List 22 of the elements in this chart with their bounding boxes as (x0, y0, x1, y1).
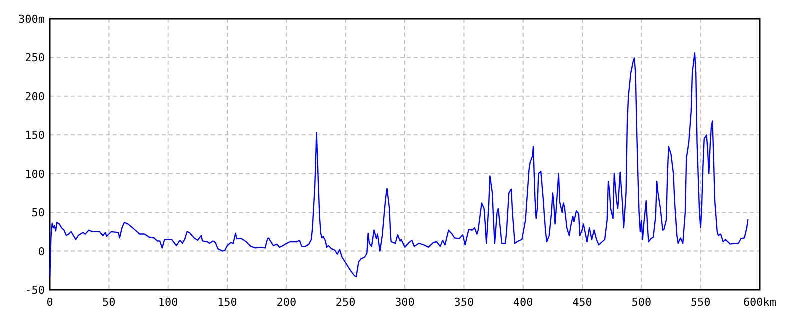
y-tick-label: 150 (25, 129, 45, 142)
x-tick-label: 550 (690, 296, 711, 309)
y-tick-label: 200 (25, 90, 45, 104)
x-tick-label: 300 (395, 296, 415, 309)
x-tick-label: 600km (743, 296, 777, 309)
line-series (49, 52, 749, 278)
y-tick-label: 100 (25, 168, 45, 181)
x-tick-label: 100 (158, 296, 178, 309)
y-tick-label: -50 (25, 284, 45, 297)
x-tick-label: 250 (336, 296, 356, 309)
x-tick-label: 200 (276, 296, 297, 309)
y-tick-label: 250 (25, 52, 45, 65)
y-tick-label: 50 (32, 206, 45, 220)
x-tick-label: 0 (46, 296, 54, 309)
x-tick-label: 50 (102, 296, 116, 309)
x-tick-label: 350 (454, 296, 474, 309)
x-tick-label: 150 (218, 296, 238, 309)
x-tick-label: 400 (513, 296, 534, 309)
x-tick-label: 450 (572, 296, 592, 309)
y-tick-label: 0 (38, 245, 45, 258)
y-tick-label: 300m (18, 13, 46, 26)
x-tick-label: 500 (632, 296, 652, 309)
